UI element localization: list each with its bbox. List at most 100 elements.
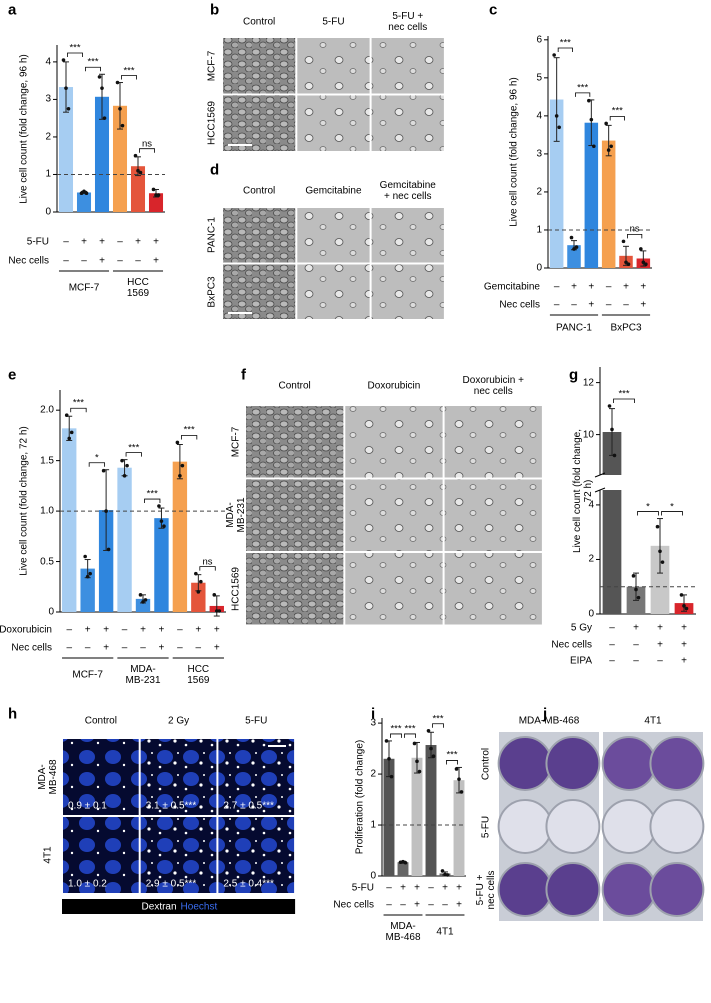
significance-bracket bbox=[125, 452, 142, 457]
significance-bracket bbox=[67, 52, 83, 58]
micrograph bbox=[246, 553, 344, 625]
data-point bbox=[572, 247, 576, 251]
data-point bbox=[88, 571, 92, 576]
treatment-mark: – bbox=[117, 255, 123, 267]
y-tick-label: 12 bbox=[582, 377, 594, 389]
significance-label: *** bbox=[183, 424, 195, 436]
bar bbox=[154, 518, 169, 612]
micrograph bbox=[246, 406, 344, 478]
data-point bbox=[384, 739, 389, 743]
group-label: PANC-1 bbox=[556, 322, 592, 334]
data-point bbox=[634, 587, 638, 592]
bar bbox=[602, 432, 622, 614]
treatment-mark: + bbox=[657, 622, 663, 634]
data-point bbox=[118, 106, 122, 111]
treatment-mark: – bbox=[623, 299, 629, 311]
significance-bracket bbox=[144, 498, 161, 504]
data-point bbox=[569, 235, 574, 240]
bar bbox=[584, 122, 599, 268]
y-tick-label: 0 bbox=[48, 606, 54, 618]
data-point bbox=[159, 519, 164, 523]
y-tick-label: 3 bbox=[45, 93, 51, 105]
data-point bbox=[457, 777, 461, 781]
quantification-label: 2.7 ± 0.5*** bbox=[223, 800, 274, 812]
quantification-label: 2.5 ± 0.4*** bbox=[223, 878, 274, 890]
significance-label: *** bbox=[390, 723, 402, 735]
bar bbox=[117, 467, 132, 612]
y-tick-label: 2.0 bbox=[40, 404, 54, 416]
micrograph bbox=[444, 553, 542, 625]
data-point bbox=[196, 590, 201, 594]
significance-bracket bbox=[557, 47, 573, 53]
group-label: HCC 1569 bbox=[187, 664, 210, 686]
significance-label: *** bbox=[446, 749, 458, 761]
treatment-mark: – bbox=[633, 639, 639, 651]
treatment-label: Doxorubicin bbox=[0, 624, 52, 636]
column-header: Control bbox=[84, 715, 117, 727]
row-label: PANC-1 bbox=[206, 217, 218, 254]
treatment-mark: – bbox=[609, 622, 615, 634]
treatment-label: EIPA bbox=[569, 655, 592, 667]
column-header: Gemcitabine + nec cells bbox=[379, 180, 436, 202]
data-point bbox=[658, 549, 662, 554]
treatment-mark: + bbox=[158, 624, 165, 636]
treatment-mark: + bbox=[153, 236, 159, 248]
panel-letter: h bbox=[8, 705, 18, 723]
data-point bbox=[403, 860, 408, 865]
treatment-mark: – bbox=[657, 655, 663, 667]
significance-bracket bbox=[70, 407, 87, 413]
treatment-mark: + bbox=[158, 642, 165, 654]
panel-letter: g bbox=[569, 366, 579, 384]
data-point bbox=[557, 125, 561, 130]
data-point bbox=[554, 114, 559, 118]
micrograph bbox=[297, 208, 370, 263]
group-label: HCC 1569 bbox=[126, 277, 150, 299]
treatment-mark: – bbox=[81, 255, 87, 267]
treatment-mark: – bbox=[633, 655, 639, 667]
data-point bbox=[115, 80, 120, 85]
micrograph bbox=[371, 264, 444, 319]
data-point bbox=[415, 759, 419, 764]
treatment-mark: – bbox=[605, 281, 612, 293]
column-header: 5-FU bbox=[322, 16, 345, 28]
treatment-mark: – bbox=[428, 899, 434, 911]
significance-label: *** bbox=[432, 713, 444, 725]
data-point bbox=[156, 193, 161, 197]
data-point bbox=[639, 247, 643, 251]
data-point bbox=[69, 430, 74, 435]
well bbox=[649, 736, 705, 791]
well bbox=[545, 736, 601, 791]
significance-bracket bbox=[575, 92, 591, 97]
significance-label: *** bbox=[577, 82, 589, 94]
row-label: HCC1569 bbox=[206, 101, 218, 146]
axis-break-mark bbox=[594, 487, 606, 493]
treatment-label: 5 Gy bbox=[570, 622, 592, 634]
bar bbox=[98, 510, 114, 612]
treatment-mark: + bbox=[456, 882, 462, 894]
data-point bbox=[180, 463, 185, 468]
data-point bbox=[440, 869, 445, 873]
data-point bbox=[101, 468, 106, 473]
data-point bbox=[417, 769, 422, 774]
group-label: MDA- MB-468 bbox=[385, 921, 421, 943]
treatment-label: Nec cells bbox=[551, 639, 592, 651]
bar bbox=[425, 745, 437, 876]
data-point bbox=[157, 504, 161, 508]
treatment-label: Nec cells bbox=[499, 299, 540, 311]
treatment-mark: + bbox=[623, 281, 629, 293]
column-header: 5-FU bbox=[245, 715, 268, 727]
treatment-mark: – bbox=[63, 255, 69, 267]
micrograph bbox=[223, 38, 296, 94]
treatment-mark: + bbox=[195, 624, 202, 636]
data-point bbox=[178, 473, 182, 478]
panel-letter: c bbox=[489, 1, 498, 19]
treatment-mark: + bbox=[414, 899, 420, 911]
treatment-mark: + bbox=[153, 255, 159, 267]
bar bbox=[453, 780, 465, 876]
data-point bbox=[214, 609, 219, 613]
y-tick-label: 0.5 bbox=[40, 556, 54, 568]
treatment-label: Nec cells bbox=[333, 899, 374, 911]
treatment-mark: + bbox=[81, 236, 87, 248]
